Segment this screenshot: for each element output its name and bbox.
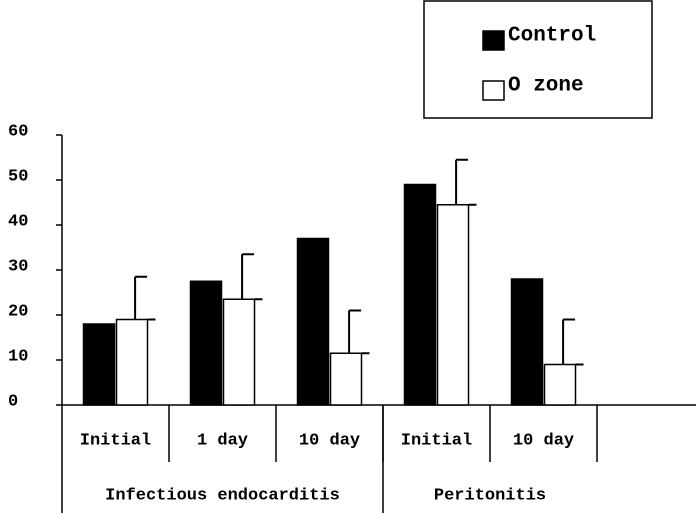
bar: [115, 318, 149, 406]
bar: [403, 183, 437, 406]
error-bar: [455, 158, 477, 206]
error-line: [562, 318, 584, 366]
error-line: [455, 158, 477, 206]
legend-label: Control: [508, 25, 596, 48]
x-tick-label: 10 day: [513, 431, 574, 450]
bar: [82, 323, 116, 406]
bar: [543, 363, 577, 406]
legend-swatch: [482, 80, 505, 101]
bar: [510, 278, 544, 406]
bar: [329, 352, 363, 406]
error-bar: [241, 253, 263, 301]
y-tick-label: 0: [8, 392, 18, 411]
legend-label: O zone: [508, 75, 584, 98]
group-label: Infectious endocarditis: [105, 486, 340, 505]
y-tick-label: 30: [8, 257, 28, 276]
error-bar: [562, 318, 584, 366]
x-tick-label: Initial: [80, 431, 151, 450]
y-tick-label: 60: [8, 122, 28, 141]
y-tick-label: 40: [8, 212, 28, 231]
bar: [222, 298, 256, 406]
y-tick-label: 10: [8, 347, 28, 366]
group-label: Peritonitis: [434, 486, 546, 505]
legend-box: [423, 0, 653, 119]
legend-swatch: [482, 30, 505, 51]
y-tick-label: 50: [8, 167, 28, 186]
x-tick-label: 1 day: [197, 431, 248, 450]
error-bar: [348, 309, 370, 355]
x-tick-label: Initial: [401, 431, 472, 450]
bar: [436, 204, 470, 406]
error-bar: [134, 275, 156, 321]
error-line: [241, 253, 263, 301]
bar: [189, 280, 223, 406]
error-line: [348, 309, 370, 355]
error-line: [134, 275, 156, 321]
y-tick-label: 20: [8, 302, 28, 321]
x-tick-label: 10 day: [299, 431, 360, 450]
bar: [296, 237, 330, 406]
